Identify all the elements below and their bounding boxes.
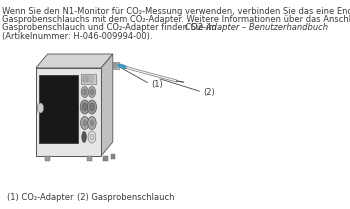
- Circle shape: [88, 87, 96, 98]
- Polygon shape: [101, 54, 113, 156]
- Circle shape: [90, 134, 94, 140]
- Bar: [82, 74, 96, 84]
- Text: CO2-Adapter – Benutzerhandbuch: CO2-Adapter – Benutzerhandbuch: [185, 23, 328, 32]
- Bar: [87, 156, 92, 161]
- Bar: [36, 68, 101, 156]
- Circle shape: [81, 87, 88, 98]
- Circle shape: [88, 116, 96, 130]
- Ellipse shape: [82, 131, 86, 143]
- Circle shape: [83, 89, 87, 95]
- Bar: [113, 62, 119, 69]
- Text: Wenn Sie den N1-Monitor für CO₂-Messung verwenden, verbinden Sie das eine Ende d: Wenn Sie den N1-Monitor für CO₂-Messung …: [2, 7, 350, 16]
- Bar: [114, 63, 117, 68]
- Circle shape: [37, 103, 44, 113]
- Circle shape: [83, 120, 87, 126]
- Text: (1): (1): [151, 79, 163, 88]
- Text: (2) Gasprobenschlauch: (2) Gasprobenschlauch: [77, 193, 174, 202]
- Bar: [45, 156, 50, 161]
- Circle shape: [80, 100, 89, 114]
- Circle shape: [90, 89, 94, 95]
- Circle shape: [89, 103, 94, 111]
- Bar: [103, 156, 107, 161]
- Circle shape: [90, 120, 94, 126]
- Circle shape: [88, 131, 96, 143]
- Bar: [111, 154, 116, 159]
- Bar: [89, 76, 93, 82]
- Text: Gasprobenschlauch und CO₂-Adapter finden Sie im: Gasprobenschlauch und CO₂-Adapter finden…: [2, 23, 219, 32]
- Text: (Artikelnummer: H-046-009994-00).: (Artikelnummer: H-046-009994-00).: [2, 32, 153, 41]
- Circle shape: [80, 116, 89, 130]
- Text: Gasprobenschlauchs mit dem CO₂-Adapter. Weitere Informationen über das Anschließ: Gasprobenschlauchs mit dem CO₂-Adapter. …: [2, 15, 350, 24]
- Text: (2): (2): [203, 88, 215, 97]
- Circle shape: [88, 100, 97, 114]
- Bar: [39, 75, 78, 143]
- Polygon shape: [36, 54, 113, 68]
- Bar: [83, 76, 88, 82]
- Circle shape: [82, 103, 88, 111]
- Text: (1) CO₂-Adapter: (1) CO₂-Adapter: [7, 193, 73, 202]
